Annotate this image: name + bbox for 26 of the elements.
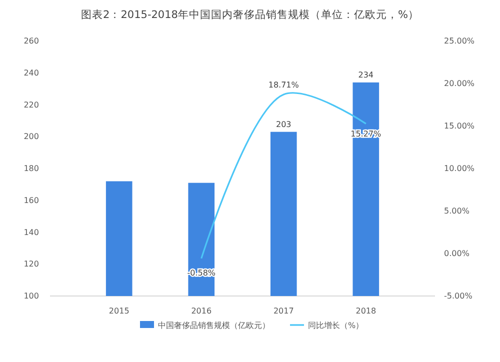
y-tick-label: 220 bbox=[24, 100, 39, 110]
chart-title: 图表2：2015-2018年中国国内奢侈品销售规模（单位：亿欧元，%） bbox=[81, 8, 419, 21]
y2-tick-label: 20.00% bbox=[444, 79, 475, 88]
x-tick-label: 2016 bbox=[191, 306, 212, 316]
y2-tick-label: 25.00% bbox=[444, 36, 475, 46]
legend-label: 同比增长（%） bbox=[308, 321, 364, 330]
y2-tick-label: 15.00% bbox=[444, 122, 475, 131]
y-tick-label: 120 bbox=[24, 260, 39, 269]
data-label: 203 bbox=[276, 120, 292, 129]
x-tick-label: 2017 bbox=[273, 306, 294, 316]
y2-tick-label: -5.00% bbox=[444, 292, 473, 301]
x-tick-label: 2015 bbox=[108, 306, 130, 316]
y-tick-label: 240 bbox=[24, 68, 39, 78]
y-tick-label: 100 bbox=[24, 292, 39, 301]
y-tick-label: 200 bbox=[24, 132, 39, 142]
x-tick-label: 2018 bbox=[356, 306, 376, 316]
data-label: 234 bbox=[358, 70, 374, 80]
y-tick-label: 140 bbox=[24, 228, 39, 237]
y-tick-label: 160 bbox=[24, 196, 39, 205]
y-tick-label: 260 bbox=[24, 36, 39, 46]
y2-tick-label: 0.00% bbox=[444, 249, 470, 258]
y-tick-label: 180 bbox=[24, 164, 39, 174]
y2-tick-label: 10.00% bbox=[444, 164, 475, 174]
legend-label: 中国奢侈品销售规模（亿欧元） bbox=[158, 321, 270, 330]
y2-tick-label: 5.00% bbox=[444, 206, 470, 216]
data-label: 18.71% bbox=[268, 80, 300, 90]
